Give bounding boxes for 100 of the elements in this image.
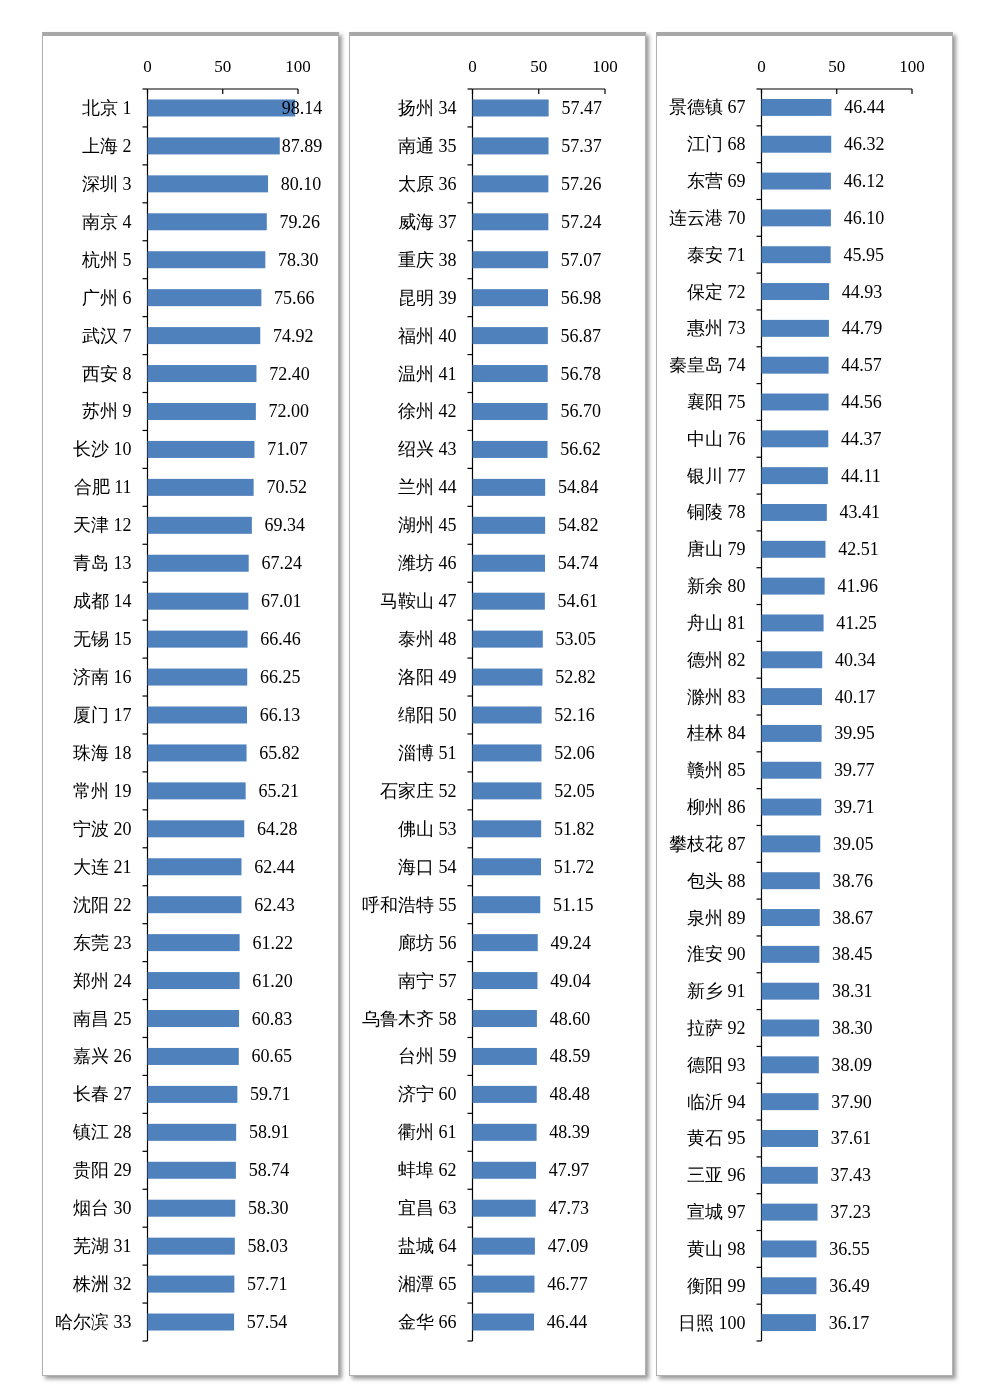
- value-label: 49.04: [550, 970, 591, 991]
- category-label: 烟台 30: [73, 1198, 132, 1219]
- category-label: 景德镇 67: [669, 97, 746, 118]
- category-label: 广州 6: [82, 287, 132, 308]
- category-label: 温州 41: [398, 363, 457, 384]
- value-label: 54.82: [557, 515, 599, 536]
- value-label: 54.84: [557, 477, 599, 498]
- value-label: 44.79: [841, 318, 883, 339]
- category-label: 长沙 10: [73, 439, 132, 460]
- category-label: 重庆 38: [398, 249, 457, 270]
- value-label: 39.77: [834, 760, 875, 781]
- value-label: 44.37: [841, 428, 882, 449]
- value-label: 64.28: [257, 818, 298, 839]
- category-label: 济宁 60: [398, 1084, 457, 1105]
- category-label: 滁州 83: [687, 686, 746, 707]
- value-label: 74.92: [273, 325, 314, 346]
- value-label: 65.82: [259, 742, 300, 763]
- category-label: 衢州 61: [398, 1122, 457, 1143]
- value-label: 52.05: [554, 780, 595, 801]
- category-label: 秦皇岛 74: [669, 355, 746, 376]
- category-label: 马鞍山 47: [380, 591, 457, 612]
- value-label: 37.90: [831, 1091, 872, 1112]
- category-label: 拉萨 92: [687, 1018, 746, 1038]
- value-label: 46.44: [844, 97, 885, 118]
- category-label: 珠海 18: [73, 742, 132, 763]
- value-label: 37.61: [830, 1128, 872, 1149]
- value-label: 57.26: [561, 173, 602, 194]
- value-label: 51.15: [553, 894, 594, 915]
- category-label: 日照 100: [678, 1312, 746, 1333]
- value-label: 52.82: [555, 667, 596, 688]
- value-label: 39.95: [834, 723, 875, 744]
- category-label: 乌鲁木齐 58: [362, 1008, 457, 1029]
- value-label: 58.03: [247, 1236, 289, 1257]
- value-label: 41.96: [837, 576, 878, 597]
- category-label: 成都 14: [73, 591, 132, 612]
- value-label: 52.06: [554, 742, 595, 763]
- category-label: 攀枝花 87: [669, 833, 746, 854]
- category-label: 绍兴 43: [398, 439, 457, 460]
- category-label: 泰州 48: [398, 629, 457, 650]
- category-label: 福州 40: [398, 325, 457, 346]
- category-label: 南宁 57: [398, 970, 457, 991]
- value-label: 71.07: [267, 439, 308, 460]
- category-label: 潍坊 46: [398, 553, 457, 574]
- category-label: 中山 76: [687, 428, 746, 449]
- value-label: 41.25: [836, 612, 877, 633]
- value-label: 48.59: [549, 1046, 591, 1067]
- category-label: 哈尔滨 33: [55, 1312, 132, 1333]
- category-label: 铜陵 78: [687, 502, 746, 523]
- category-label: 南京 4: [82, 211, 132, 232]
- category-label: 德阳 93: [687, 1054, 746, 1075]
- value-label: 44.57: [841, 355, 882, 376]
- value-label: 40.34: [834, 649, 876, 670]
- value-label: 54.74: [557, 553, 599, 574]
- category-label: 唐山 79: [687, 539, 746, 560]
- value-label: 46.77: [547, 1274, 588, 1295]
- category-label: 北京 1: [82, 97, 132, 118]
- category-label: 洛阳 49: [398, 667, 457, 688]
- category-label: 湘潭 65: [398, 1274, 457, 1295]
- value-label: 56.87: [560, 325, 602, 346]
- category-label: 泉州 89: [687, 907, 746, 928]
- category-label: 襄阳 75: [687, 392, 746, 412]
- value-label: 36.17: [828, 1312, 870, 1333]
- category-label: 新乡 91: [687, 981, 746, 1002]
- value-label: 58.74: [248, 1160, 290, 1181]
- category-label: 德州 82: [687, 649, 746, 670]
- value-label: 43.41: [839, 502, 881, 523]
- value-label: 39.05: [833, 833, 874, 854]
- value-label: 45.95: [843, 244, 884, 265]
- category-label: 呼和浩特 55: [362, 894, 457, 915]
- category-label: 贵阳 29: [73, 1160, 132, 1181]
- value-label: 57.47: [561, 97, 602, 118]
- value-label: 62.43: [254, 894, 295, 915]
- value-label: 69.34: [264, 515, 306, 536]
- category-label: 郑州 24: [73, 970, 132, 991]
- category-label: 嘉兴 26: [73, 1046, 132, 1067]
- value-label: 57.37: [561, 135, 602, 156]
- category-label: 黄石 95: [687, 1128, 746, 1149]
- value-label: 61.22: [252, 932, 293, 953]
- category-label: 淮安 90: [687, 944, 746, 965]
- value-label: 66.13: [259, 705, 301, 725]
- value-label: 59.71: [250, 1084, 291, 1105]
- value-label: 56.70: [560, 401, 601, 422]
- value-label: 44.93: [841, 281, 883, 302]
- tick-label: 0: [757, 57, 766, 76]
- value-label: 72.40: [269, 363, 310, 384]
- category-label: 宁波 20: [73, 818, 132, 839]
- value-label: 47.09: [547, 1236, 589, 1257]
- value-label: 38.31: [831, 981, 873, 1002]
- value-label: 46.32: [843, 134, 885, 155]
- tick-label: 100: [592, 57, 618, 76]
- value-label: 37.23: [830, 1202, 871, 1223]
- category-label: 江门 68: [687, 134, 746, 155]
- value-label: 51.82: [553, 818, 595, 839]
- category-label: 芜湖 31: [73, 1236, 132, 1257]
- value-label: 60.65: [251, 1046, 293, 1067]
- tick-label: 0: [143, 57, 152, 76]
- category-label: 绵阳 50: [398, 705, 457, 725]
- category-label: 桂林 84: [687, 723, 746, 744]
- value-label: 65.21: [258, 780, 299, 801]
- category-label: 东莞 23: [73, 932, 132, 953]
